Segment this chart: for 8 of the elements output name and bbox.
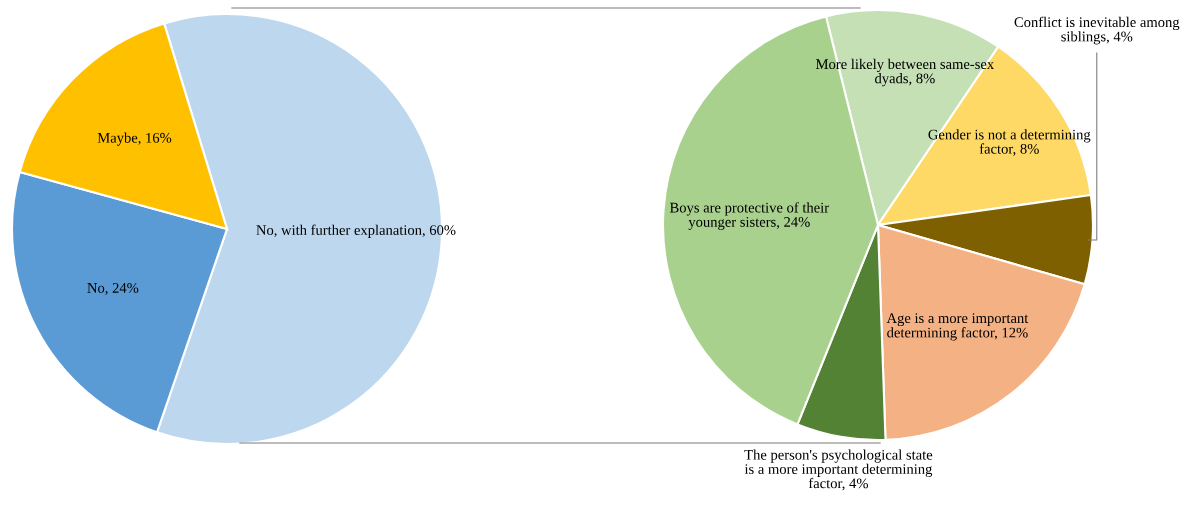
slice-label: The person's psychological state is a more important determining factor, 4% [744, 449, 933, 491]
slice-label: Maybe, 16% [97, 132, 172, 146]
slice-label: Age is a more important determining factor, 12% [886, 313, 1029, 341]
slice-label: Conflict is inevitable among siblings, 4% [1014, 16, 1180, 45]
slice-label: More likely between same-sex dyads, 8% [816, 58, 994, 87]
slice-label: No, 24% [87, 282, 139, 295]
slice-label: Boys are protective of their younger sisters, 24% [669, 202, 829, 230]
slice-label: No, with further explanation, 60% [256, 224, 456, 238]
